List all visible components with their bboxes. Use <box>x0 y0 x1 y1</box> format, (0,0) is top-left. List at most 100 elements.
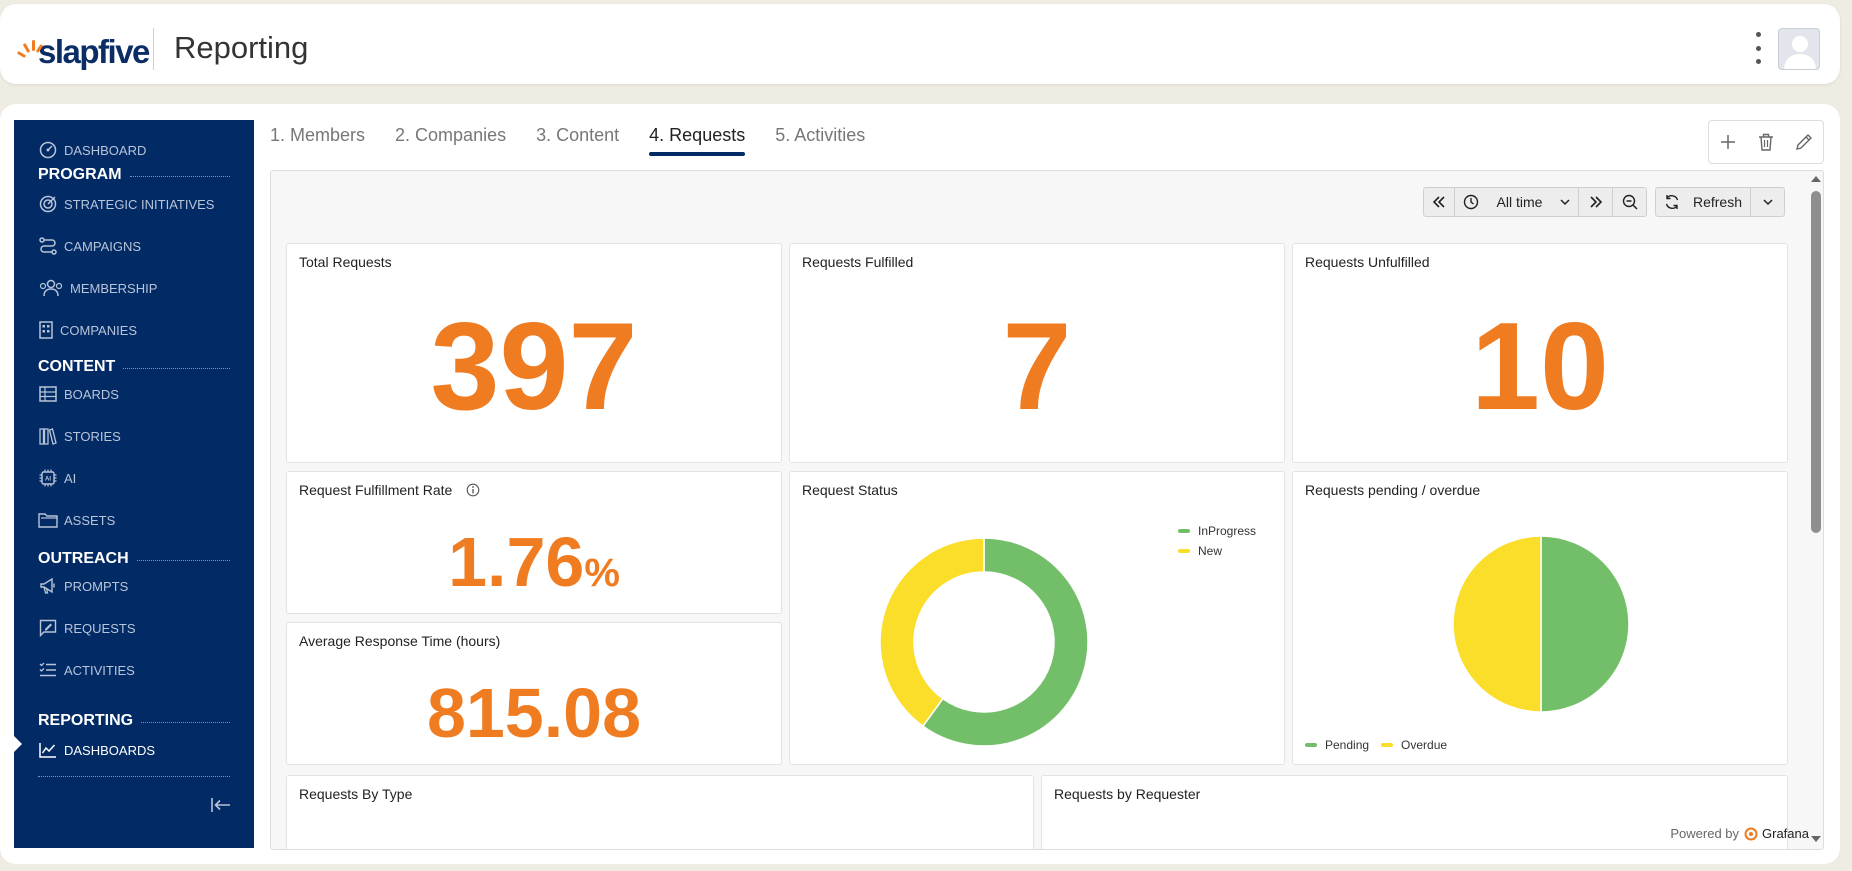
add-icon[interactable] <box>1716 130 1740 154</box>
chart-line-icon <box>38 740 58 760</box>
trash-icon[interactable] <box>1754 130 1778 154</box>
main-container: DASHBOARD PROGRAM STRATEGIC INITIATIVES … <box>0 104 1840 864</box>
pie-slice-pending[interactable] <box>1540 535 1630 713</box>
scroll-down-arrow-icon[interactable] <box>1809 835 1823 845</box>
chevron-down-icon <box>1560 199 1570 206</box>
sidebar: DASHBOARD PROGRAM STRATEGIC INITIATIVES … <box>14 120 254 848</box>
sidebar-item-label: STORIES <box>64 428 121 444</box>
section-content: CONTENT <box>38 358 230 376</box>
sidebar-item-label: MEMBERSHIP <box>70 280 158 296</box>
time-shift-back-button[interactable] <box>1423 187 1455 217</box>
sidebar-item-label: BOARDS <box>64 386 119 402</box>
powered-by-grafana[interactable]: Powered by Grafana <box>1670 826 1809 841</box>
tab-companies[interactable]: 2. Companies <box>395 125 507 145</box>
sidebar-item-label: STRATEGIC INITIATIVES <box>64 196 215 212</box>
logo-divider <box>153 28 154 70</box>
chart-legend: Pending Overdue <box>1305 738 1459 758</box>
sidebar-item-activities[interactable]: ACTIVITIES <box>38 658 135 682</box>
legend-item[interactable]: Overdue <box>1381 738 1447 752</box>
chart-legend: InProgress New <box>1178 524 1256 564</box>
panel-title: Requests By Type <box>299 786 413 802</box>
stat-value: 10 <box>1471 298 1609 436</box>
tab-tools <box>1708 120 1824 164</box>
panel-title: Requests pending / overdue <box>1305 482 1481 498</box>
legend-item[interactable]: Pending <box>1305 738 1369 752</box>
legend-label: New <box>1198 544 1223 558</box>
legend-label: Pending <box>1325 738 1370 752</box>
sidebar-item-companies[interactable]: COMPANIES <box>38 318 137 342</box>
panel-average-response-time[interactable]: Average Response Time (hours) 815.08 <box>286 622 782 765</box>
sidebar-item-label: ACTIVITIES <box>64 662 135 678</box>
panel-title: Total Requests <box>299 254 392 270</box>
refresh-interval-dropdown[interactable] <box>1751 187 1785 217</box>
panel-total-requests[interactable]: Total Requests 397 <box>286 243 782 463</box>
section-label: REPORTING <box>38 712 134 729</box>
grafana-dashboard-frame: All time Refresh Total Requests 397 <box>270 170 1824 850</box>
sidebar-item-boards[interactable]: BOARDS <box>38 382 119 406</box>
section-label: PROGRAM <box>38 166 122 183</box>
scroll-up-arrow-icon[interactable] <box>1809 175 1823 185</box>
panel-fulfillment-rate[interactable]: Request Fulfillment Rate 1.76% <box>286 471 782 614</box>
sidebar-item-strategic-initiatives[interactable]: STRATEGIC INITIATIVES <box>38 192 214 216</box>
top-header: slapfive Reporting <box>0 4 1840 84</box>
time-shift-forward-button[interactable] <box>1579 187 1613 217</box>
pie-chart <box>1452 535 1630 713</box>
clock-icon <box>1463 194 1479 210</box>
sidebar-item-ai[interactable]: AI AI <box>38 466 76 490</box>
sidebar-item-label: ASSETS <box>64 512 116 528</box>
panel-requests-by-type[interactable]: Requests By Type <box>286 775 1034 849</box>
info-icon[interactable] <box>466 483 480 497</box>
sun-burst-icon <box>16 40 44 70</box>
panel-requests-fulfilled[interactable]: Requests Fulfilled 7 <box>789 243 1285 463</box>
tab-activities[interactable]: 5. Activities <box>775 125 866 145</box>
panel-requests-by-requester[interactable]: Requests by Requester <box>1041 775 1788 849</box>
users-icon <box>38 278 64 298</box>
panel-title: Requests Fulfilled <box>802 254 914 270</box>
tab-requests[interactable]: 4. Requests <box>649 124 746 156</box>
collapse-sidebar-icon[interactable] <box>210 796 234 816</box>
legend-item[interactable]: InProgress <box>1178 524 1256 538</box>
sidebar-item-stories[interactable]: STORIES <box>38 424 121 448</box>
section-label: CONTENT <box>38 358 116 375</box>
pie-slice-inprogress[interactable] <box>921 537 1089 747</box>
panel-title: Requests Unfulfilled <box>1305 254 1430 270</box>
panel-pending-overdue[interactable]: Requests pending / overdue Pending Overd… <box>1292 471 1788 765</box>
time-range-picker[interactable]: All time <box>1455 187 1579 217</box>
sidebar-item-campaigns[interactable]: CAMPAIGNS <box>38 234 141 258</box>
stat-number: 1.76 <box>448 523 585 601</box>
megaphone-icon <box>38 576 58 596</box>
edit-pencil-icon[interactable] <box>1792 130 1816 154</box>
slapfive-logo[interactable]: slapfive <box>16 26 150 70</box>
sidebar-item-label: COMPANIES <box>60 322 138 338</box>
scrollbar-thumb[interactable] <box>1811 191 1821 533</box>
tab-content[interactable]: 3. Content <box>536 125 620 145</box>
sidebar-item-label: CAMPAIGNS <box>64 238 142 254</box>
zoom-out-icon <box>1622 194 1638 210</box>
more-options-icon[interactable] <box>1752 32 1764 64</box>
sidebar-item-requests[interactable]: REQUESTS <box>38 616 136 640</box>
grafana-time-toolbar: All time Refresh <box>1423 187 1785 217</box>
active-marker <box>14 736 22 752</box>
panel-requests-unfulfilled[interactable]: Requests Unfulfilled 10 <box>1292 243 1788 463</box>
sidebar-item-dashboards[interactable]: DASHBOARDS <box>38 738 155 762</box>
zoom-out-button[interactable] <box>1613 187 1647 217</box>
tab-members[interactable]: 1. Members <box>270 125 366 145</box>
list-check-icon <box>38 660 58 680</box>
target-icon <box>38 194 58 214</box>
legend-item[interactable]: New <box>1178 544 1256 558</box>
sidebar-item-prompts[interactable]: PROMPTS <box>38 574 128 598</box>
panel-request-status[interactable]: Request Status InProgress New <box>789 471 1285 765</box>
sidebar-item-dashboard[interactable]: DASHBOARD <box>38 138 146 162</box>
stat-value: 397 <box>430 298 638 436</box>
pie-slice-overdue[interactable] <box>1452 535 1542 713</box>
sidebar-item-membership[interactable]: MEMBERSHIP <box>38 276 157 300</box>
section-label: OUTREACH <box>38 550 129 567</box>
chevron-down-icon <box>1762 199 1773 206</box>
svg-text:AI: AI <box>45 477 51 483</box>
pie-slice-new[interactable] <box>879 537 985 728</box>
stat-unit: % <box>584 551 620 595</box>
avatar[interactable] <box>1778 28 1820 70</box>
sidebar-item-assets[interactable]: ASSETS <box>38 508 115 532</box>
refresh-button[interactable]: Refresh <box>1655 187 1751 217</box>
stat-value: 815.08 <box>426 674 642 752</box>
